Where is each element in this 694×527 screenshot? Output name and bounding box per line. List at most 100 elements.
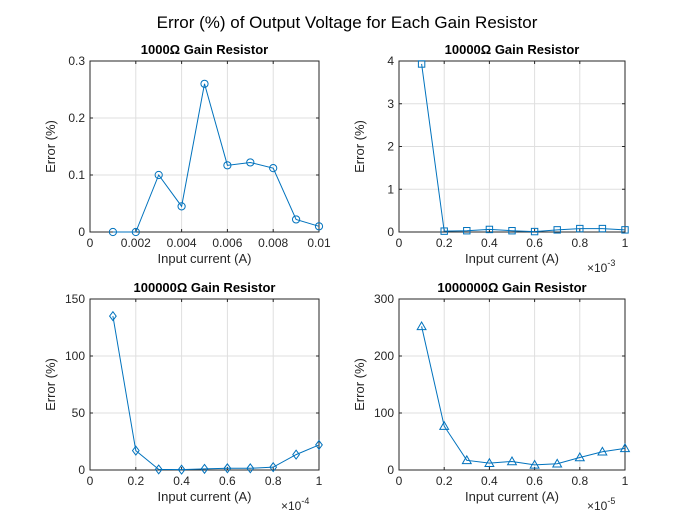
x-tick-label: 0	[87, 236, 94, 250]
x-tick-label: 0.006	[212, 236, 242, 250]
series-line	[421, 326, 626, 466]
x-tick-label: 0.002	[121, 236, 151, 250]
data-point-9	[598, 224, 607, 233]
subplot-title: 1000Ω Gain Resistor	[141, 42, 268, 57]
y-tick-label: 0.2	[68, 111, 85, 125]
data-point-8	[576, 224, 584, 233]
series-line	[112, 83, 320, 233]
data-point-1	[108, 227, 118, 237]
x-tick-label: 0	[396, 474, 403, 488]
y-tick-label: 0.3	[68, 54, 85, 68]
data-point-4	[177, 464, 186, 475]
data-point-5	[508, 227, 516, 235]
y-axis-label: Error (%)	[43, 358, 58, 411]
data-point-2	[131, 227, 140, 237]
data-point-6	[530, 227, 539, 236]
x-tick-label: 0.6	[526, 474, 543, 488]
data-point-7	[246, 463, 255, 474]
x-axis-multiplier: ×10-4	[281, 496, 309, 513]
data-point-10	[314, 222, 324, 231]
x-axis-multiplier: ×10-3	[587, 258, 615, 275]
data-point-6	[223, 463, 232, 474]
data-point-5	[200, 463, 209, 475]
data-point-8	[269, 164, 278, 173]
data-point-4	[177, 202, 186, 211]
y-tick-label: 3	[387, 97, 394, 111]
x-tick-label: 0.4	[173, 474, 190, 488]
x-tick-label: 0.8	[571, 236, 588, 250]
figure-title: Error (%) of Output Voltage for Each Gai…	[157, 13, 538, 32]
data-point-10	[315, 439, 323, 451]
x-axis-label: Input current (A)	[158, 251, 252, 266]
data-point-9	[292, 215, 301, 224]
data-point-1	[417, 60, 426, 68]
data-point-10	[619, 442, 631, 453]
series-line	[421, 63, 626, 233]
x-tick-label: 1	[622, 474, 629, 488]
x-axis-multiplier: ×10-5	[587, 496, 615, 513]
x-tick-label: 0.8	[571, 474, 588, 488]
data-point-10	[621, 226, 629, 234]
y-axis-label: Error (%)	[352, 120, 367, 173]
y-tick-label: 0	[387, 463, 394, 477]
data-point-9	[292, 449, 301, 460]
x-tick-label: 0.008	[258, 236, 288, 250]
data-point-3	[154, 464, 163, 475]
subplot-title: 10000Ω Gain Resistor	[445, 42, 580, 57]
y-tick-label: 100	[374, 406, 394, 420]
x-tick-label: 0.2	[436, 236, 453, 250]
data-point-6	[529, 459, 540, 469]
y-tick-label: 0.1	[68, 168, 85, 182]
data-point-3	[461, 454, 473, 465]
x-tick-label: 0.004	[167, 236, 197, 250]
x-axis-label: Input current (A)	[465, 251, 559, 266]
x-axis-label: Input current (A)	[158, 489, 252, 504]
x-tick-label: 0	[396, 236, 403, 250]
x-tick-label: 1	[316, 474, 323, 488]
chart-panel-3: 0 0.2 0.4 0.6 0.8 1 0 50 100 150 100000Ω Gain Resi…	[43, 280, 323, 513]
data-point-8	[574, 452, 586, 462]
y-tick-label: 50	[72, 406, 86, 420]
data-point-7	[553, 226, 561, 234]
y-tick-label: 100	[65, 349, 85, 363]
series-line	[112, 316, 320, 471]
subplot-title: 1000000Ω Gain Resistor	[437, 280, 586, 295]
y-axis-label: Error (%)	[43, 120, 58, 173]
data-point-8	[269, 461, 278, 473]
x-tick-label: 0.8	[265, 474, 282, 488]
x-tick-label: 0.6	[526, 236, 543, 250]
x-tick-label: 1	[622, 236, 629, 250]
data-point-2	[440, 227, 448, 235]
data-point-7	[551, 458, 563, 468]
y-axis-label: Error (%)	[352, 358, 367, 411]
y-tick-label: 4	[387, 54, 394, 68]
x-tick-label: 0.4	[481, 474, 498, 488]
data-point-5	[506, 456, 518, 466]
data-point-1	[416, 320, 427, 331]
data-point-7	[246, 158, 255, 167]
x-tick-label: 0.01	[307, 236, 331, 250]
chart-panel-2: 0 0.2 0.4 0.6 0.8 1 0 1 2 3 4 10000Ω Gain Resistor I…	[352, 42, 629, 275]
data-point-1	[108, 310, 117, 322]
data-point-3	[463, 227, 471, 235]
data-point-4	[484, 457, 495, 467]
x-axis-label: Input current (A)	[465, 489, 559, 504]
axes-frame	[89, 60, 320, 233]
data-point-3	[154, 170, 163, 180]
x-tick-label: 0.6	[219, 474, 236, 488]
x-tick-label: 0.4	[481, 236, 498, 250]
data-point-9	[597, 446, 608, 456]
y-tick-label: 0	[78, 463, 85, 477]
chart-panel-1: 0 0.002 0.004 0.006 0.008 0.01 0 0.1 0.2 0.3 1000Ω…	[43, 42, 331, 266]
plot-area	[90, 61, 319, 232]
y-tick-label: 0	[387, 225, 394, 239]
y-tick-label: 2	[387, 140, 394, 154]
plot-area	[90, 299, 319, 470]
x-tick-label: 0.2	[436, 474, 453, 488]
x-tick-label: 0	[87, 474, 94, 488]
y-tick-label: 150	[65, 292, 85, 306]
data-point-2	[438, 420, 450, 430]
axes-frame	[89, 298, 320, 471]
data-point-5	[200, 79, 209, 88]
